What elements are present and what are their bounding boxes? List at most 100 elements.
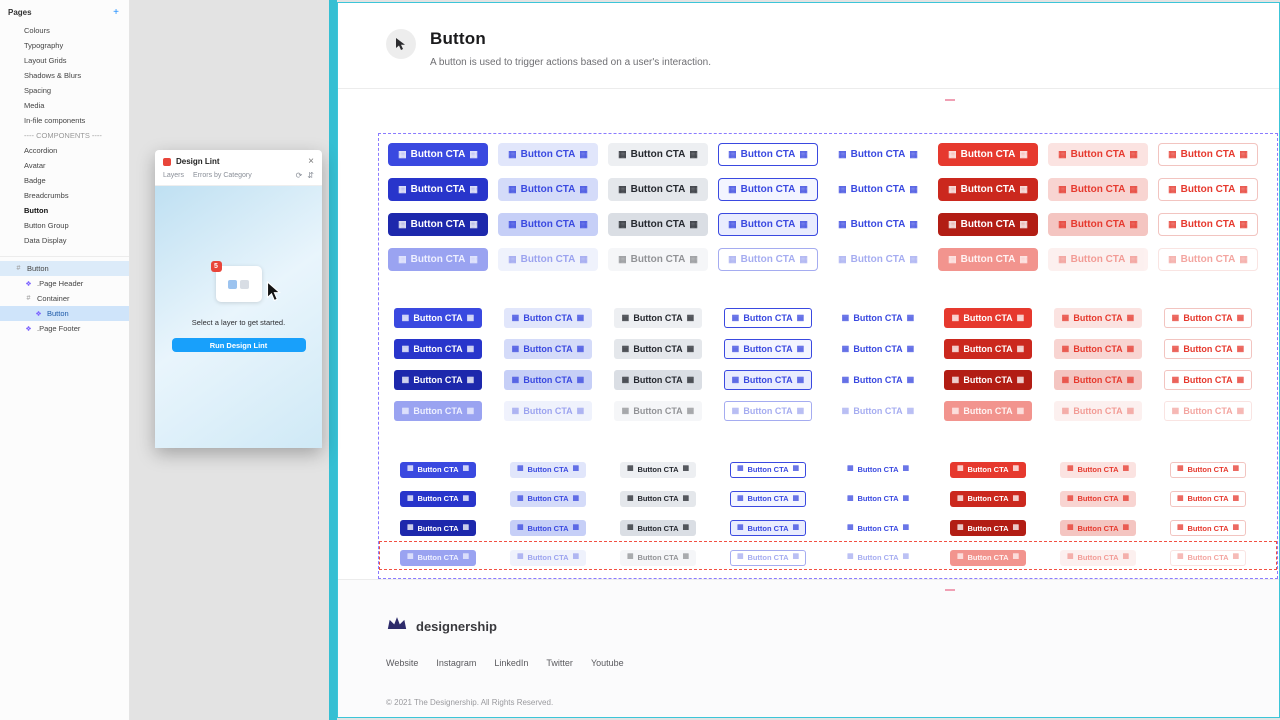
button-danger-solid-small-pressed[interactable]: ▦ Button CTA ▦	[950, 520, 1026, 537]
footer-link-youtube[interactable]: Youtube	[590, 658, 624, 668]
button-primary-solid-large-disabled[interactable]: ▦ Button CTA ▦	[388, 248, 488, 271]
sort-icon[interactable]: ⇵	[307, 171, 314, 180]
sidebar-page-components[interactable]: ---- COMPONENTS ----	[24, 131, 102, 140]
button-primary-solid-large-hover[interactable]: ▦ Button CTA ▦	[388, 178, 488, 201]
sidebar-page-badge[interactable]: Badge	[24, 176, 46, 185]
button-neutral-medium-pressed[interactable]: ▦ Button CTA ▦	[613, 370, 703, 391]
button-neutral-small-disabled[interactable]: ▦ Button CTA ▦	[620, 549, 696, 566]
button-danger-ghost-medium-hover[interactable]: ▦ Button CTA ▦	[1163, 339, 1253, 360]
button-neutral-small-hover[interactable]: ▦ Button CTA ▦	[620, 490, 696, 507]
button-danger-tint-medium-disabled[interactable]: ▦ Button CTA ▦	[1053, 401, 1143, 422]
sidebar-page-accordion[interactable]: Accordion	[24, 146, 58, 155]
button-primary-outline-small-hover[interactable]: ▦ Button CTA ▦	[730, 490, 806, 507]
button-primary-tint-large-default[interactable]: ▦ Button CTA ▦	[498, 143, 598, 166]
button-danger-tint-small-pressed[interactable]: ▦ Button CTA ▦	[1060, 520, 1136, 537]
button-primary-ghost-medium-hover[interactable]: ▦ Button CTA ▦	[834, 339, 923, 359]
button-primary-outline-small-pressed[interactable]: ▦ Button CTA ▦	[730, 520, 806, 537]
layer-container[interactable]: # Container	[0, 291, 129, 306]
sidebar-page-typography[interactable]: Typography	[24, 41, 64, 50]
button-neutral-medium-hover[interactable]: ▦ Button CTA ▦	[613, 339, 703, 360]
button-danger-ghost-large-hover[interactable]: ▦ Button CTA ▦	[1158, 178, 1258, 201]
sidebar-page-avatar[interactable]: Avatar	[24, 161, 46, 170]
button-danger-solid-large-disabled[interactable]: ▦ Button CTA ▦	[938, 248, 1038, 271]
layer-button[interactable]: ❖ Button	[0, 306, 129, 321]
button-neutral-large-default[interactable]: ▦ Button CTA ▦	[608, 143, 708, 166]
sidebar-page-button[interactable]: Button	[24, 206, 49, 215]
button-primary-outline-medium-default[interactable]: ▦ Button CTA ▦	[723, 308, 813, 329]
button-danger-ghost-medium-disabled[interactable]: ▦ Button CTA ▦	[1163, 401, 1253, 422]
button-danger-solid-large-pressed[interactable]: ▦ Button CTA ▦	[938, 213, 1038, 236]
button-primary-tint-large-pressed[interactable]: ▦ Button CTA ▦	[498, 213, 598, 236]
button-primary-ghost-medium-disabled[interactable]: ▦ Button CTA ▦	[834, 401, 923, 421]
button-primary-outline-medium-hover[interactable]: ▦ Button CTA ▦	[723, 339, 813, 360]
button-primary-ghost-small-pressed[interactable]: ▦ Button CTA ▦	[840, 520, 916, 536]
button-primary-outline-large-default[interactable]: ▦ Button CTA ▦	[718, 143, 818, 166]
sidebar-page-colours[interactable]: Colours	[24, 26, 50, 35]
button-primary-solid-small-default[interactable]: ▦ Button CTA ▦	[400, 461, 476, 478]
button-primary-outline-large-disabled[interactable]: ▦ Button CTA ▦	[718, 248, 818, 271]
button-primary-outline-medium-disabled[interactable]: ▦ Button CTA ▦	[723, 401, 813, 422]
button-danger-tint-medium-pressed[interactable]: ▦ Button CTA ▦	[1053, 370, 1143, 391]
button-primary-outline-small-disabled[interactable]: ▦ Button CTA ▦	[730, 549, 806, 566]
layer-button[interactable]: # Button	[0, 261, 129, 276]
button-danger-tint-large-hover[interactable]: ▦ Button CTA ▦	[1048, 178, 1148, 201]
button-danger-solid-large-hover[interactable]: ▦ Button CTA ▦	[938, 178, 1038, 201]
refresh-icon[interactable]: ⟳	[295, 171, 303, 180]
button-danger-tint-large-default[interactable]: ▦ Button CTA ▦	[1048, 143, 1148, 166]
button-primary-ghost-large-default[interactable]: ▦ Button CTA ▦	[828, 143, 928, 166]
button-primary-outline-small-default[interactable]: ▦ Button CTA ▦	[730, 461, 806, 478]
button-danger-solid-large-default[interactable]: ▦ Button CTA ▦	[938, 143, 1038, 166]
button-neutral-medium-default[interactable]: ▦ Button CTA ▦	[613, 308, 703, 329]
button-primary-solid-medium-hover[interactable]: ▦ Button CTA ▦	[393, 339, 483, 360]
button-neutral-large-disabled[interactable]: ▦ Button CTA ▦	[608, 248, 708, 271]
button-primary-ghost-small-hover[interactable]: ▦ Button CTA ▦	[840, 491, 916, 507]
button-danger-tint-small-hover[interactable]: ▦ Button CTA ▦	[1060, 490, 1136, 507]
button-danger-solid-medium-hover[interactable]: ▦ Button CTA ▦	[943, 339, 1033, 360]
sidebar-page-spacing[interactable]: Spacing	[24, 86, 52, 95]
button-primary-outline-medium-pressed[interactable]: ▦ Button CTA ▦	[723, 370, 813, 391]
button-danger-tint-small-default[interactable]: ▦ Button CTA ▦	[1060, 461, 1136, 478]
button-primary-tint-medium-disabled[interactable]: ▦ Button CTA ▦	[503, 401, 593, 422]
footer-link-website[interactable]: Website	[386, 658, 419, 668]
close-icon[interactable]: ×	[308, 156, 314, 167]
button-danger-solid-small-default[interactable]: ▦ Button CTA ▦	[950, 461, 1026, 478]
button-primary-tint-small-hover[interactable]: ▦ Button CTA ▦	[510, 490, 586, 507]
tab-layers[interactable]: Layers	[163, 172, 185, 179]
button-danger-solid-medium-pressed[interactable]: ▦ Button CTA ▦	[943, 370, 1033, 391]
button-danger-solid-small-disabled[interactable]: ▦ Button CTA ▦	[950, 549, 1026, 566]
button-danger-ghost-small-default[interactable]: ▦ Button CTA ▦	[1170, 461, 1246, 478]
sidebar-page-button-group[interactable]: Button Group	[24, 221, 69, 230]
button-danger-solid-medium-default[interactable]: ▦ Button CTA ▦	[943, 308, 1033, 329]
button-primary-ghost-large-hover[interactable]: ▦ Button CTA ▦	[828, 178, 928, 201]
button-danger-tint-large-disabled[interactable]: ▦ Button CTA ▦	[1048, 248, 1148, 271]
button-primary-tint-small-pressed[interactable]: ▦ Button CTA ▦	[510, 520, 586, 537]
button-primary-solid-medium-pressed[interactable]: ▦ Button CTA ▦	[393, 370, 483, 391]
button-primary-ghost-large-disabled[interactable]: ▦ Button CTA ▦	[828, 248, 928, 271]
button-neutral-small-default[interactable]: ▦ Button CTA ▦	[620, 461, 696, 478]
button-primary-outline-large-pressed[interactable]: ▦ Button CTA ▦	[718, 213, 818, 236]
button-danger-ghost-large-default[interactable]: ▦ Button CTA ▦	[1158, 143, 1258, 166]
button-danger-ghost-large-disabled[interactable]: ▦ Button CTA ▦	[1158, 248, 1258, 271]
button-primary-solid-small-disabled[interactable]: ▦ Button CTA ▦	[400, 549, 476, 566]
button-primary-tint-small-default[interactable]: ▦ Button CTA ▦	[510, 461, 586, 478]
button-neutral-large-pressed[interactable]: ▦ Button CTA ▦	[608, 213, 708, 236]
button-primary-outline-large-hover[interactable]: ▦ Button CTA ▦	[718, 178, 818, 201]
button-danger-tint-medium-hover[interactable]: ▦ Button CTA ▦	[1053, 339, 1143, 360]
button-danger-solid-small-hover[interactable]: ▦ Button CTA ▦	[950, 490, 1026, 507]
button-primary-tint-large-disabled[interactable]: ▦ Button CTA ▦	[498, 248, 598, 271]
button-primary-tint-medium-hover[interactable]: ▦ Button CTA ▦	[503, 339, 593, 360]
button-danger-ghost-small-hover[interactable]: ▦ Button CTA ▦	[1170, 490, 1246, 507]
button-primary-solid-small-pressed[interactable]: ▦ Button CTA ▦	[400, 520, 476, 537]
layer-page-footer[interactable]: ❖ .Page Footer	[0, 321, 129, 336]
footer-link-instagram[interactable]: Instagram	[436, 658, 477, 668]
button-danger-tint-large-pressed[interactable]: ▦ Button CTA ▦	[1048, 213, 1148, 236]
add-page-button[interactable]: +	[113, 7, 119, 18]
button-page-frame[interactable]: Button A button is used to trigger actio…	[337, 2, 1280, 718]
button-danger-ghost-medium-default[interactable]: ▦ Button CTA ▦	[1163, 308, 1253, 329]
button-danger-solid-medium-disabled[interactable]: ▦ Button CTA ▦	[943, 401, 1033, 422]
button-neutral-small-pressed[interactable]: ▦ Button CTA ▦	[620, 520, 696, 537]
layer-page-header[interactable]: ❖ .Page Header	[0, 276, 129, 291]
sidebar-page-shadows-blurs[interactable]: Shadows & Blurs	[24, 71, 82, 80]
canvas[interactable]: Button A button is used to trigger actio…	[130, 0, 1280, 720]
button-danger-tint-small-disabled[interactable]: ▦ Button CTA ▦	[1060, 549, 1136, 566]
